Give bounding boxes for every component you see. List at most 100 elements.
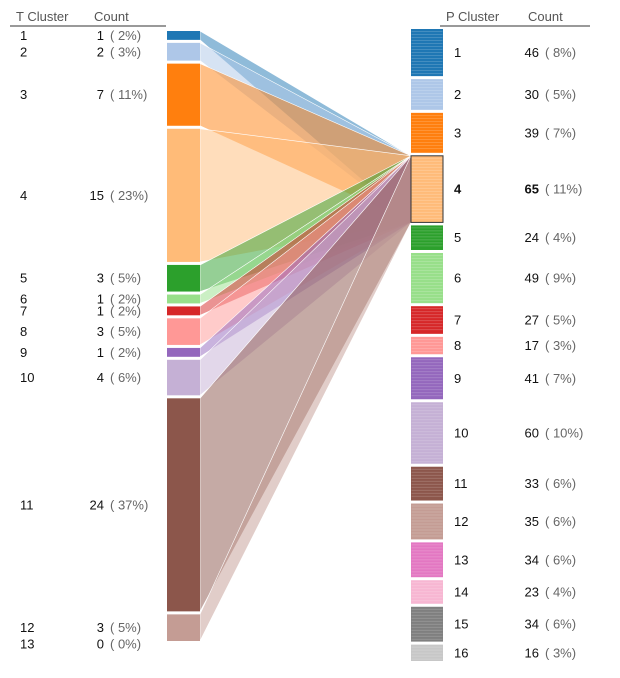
left-pct-12: ( 5%)	[110, 620, 141, 635]
left-count-7: 1	[97, 303, 104, 318]
left-label-13: 13	[20, 637, 34, 652]
left-count-10: 4	[97, 370, 104, 385]
right-count-15: 34	[525, 617, 539, 632]
right-bar-11[interactable]	[411, 466, 443, 501]
right-count-12: 35	[525, 514, 539, 529]
left-label-4: 4	[20, 188, 27, 203]
right-label-14: 14	[454, 584, 468, 599]
left-count-12: 3	[97, 620, 104, 635]
right-bar-7[interactable]	[411, 306, 443, 334]
left-pct-6: ( 2%)	[110, 291, 141, 306]
right-pct-12: ( 6%)	[545, 514, 576, 529]
left-bar-4[interactable]	[167, 128, 200, 262]
right-bar-5[interactable]	[411, 225, 443, 250]
left-count-6: 1	[97, 291, 104, 306]
right-label-10: 10	[454, 425, 468, 440]
p-count-header: Count	[528, 9, 563, 24]
left-bar-9[interactable]	[167, 347, 200, 357]
left-count-1: 1	[97, 28, 104, 43]
right-label-8: 8	[454, 338, 461, 353]
right-bar-highlight-outline	[410, 155, 444, 223]
right-label-16: 16	[454, 645, 468, 660]
right-pct-6: ( 9%)	[545, 271, 576, 286]
left-pct-7: ( 2%)	[110, 303, 141, 318]
left-pct-5: ( 5%)	[110, 271, 141, 286]
left-count-4: 15	[90, 188, 104, 203]
right-bar-3[interactable]	[411, 112, 443, 153]
left-pct-10: ( 6%)	[110, 370, 141, 385]
right-pct-1: ( 8%)	[545, 45, 576, 60]
right-count-8: 17	[525, 338, 539, 353]
left-bar-3[interactable]	[167, 63, 200, 126]
left-label-9: 9	[20, 345, 27, 360]
right-count-16: 16	[525, 645, 539, 660]
left-bar-2[interactable]	[167, 42, 200, 61]
right-bar-12[interactable]	[411, 503, 443, 540]
right-pct-13: ( 6%)	[545, 552, 576, 567]
right-count-1: 46	[525, 45, 539, 60]
right-label-11: 11	[454, 476, 468, 491]
right-pct-5: ( 4%)	[545, 230, 576, 245]
right-bar-13[interactable]	[411, 542, 443, 578]
left-label-3: 3	[20, 87, 27, 102]
right-count-2: 30	[525, 87, 539, 102]
left-bar-1[interactable]	[167, 31, 200, 40]
right-pct-2: ( 5%)	[545, 87, 576, 102]
left-label-11: 11	[20, 497, 34, 512]
right-bar-16[interactable]	[411, 644, 443, 661]
left-bar-6[interactable]	[167, 294, 200, 304]
left-pct-3: ( 11%)	[110, 87, 147, 102]
right-axis: 1 46( 8%)2 30( 5%)3 39( 7%)4 65( 11%)5 24( 4%…	[410, 29, 583, 661]
left-pct-9: ( 2%)	[110, 345, 141, 360]
right-bar-2[interactable]	[411, 79, 443, 110]
right-label-4: 4	[454, 182, 462, 197]
right-pct-10: ( 10%)	[545, 425, 583, 440]
right-count-9: 41	[525, 371, 539, 386]
right-label-13: 13	[454, 552, 468, 567]
left-bar-5[interactable]	[167, 264, 200, 292]
left-label-1: 1	[20, 28, 27, 43]
left-count-2: 2	[97, 44, 104, 59]
left-bar-8[interactable]	[167, 318, 200, 345]
left-count-9: 1	[97, 345, 104, 360]
right-bar-8[interactable]	[411, 336, 443, 355]
right-pct-7: ( 5%)	[545, 313, 576, 328]
right-pct-8: ( 3%)	[545, 338, 576, 353]
right-pct-16: ( 3%)	[545, 645, 576, 660]
right-label-12: 12	[454, 514, 468, 529]
right-label-1: 1	[454, 45, 461, 60]
right-bar-1[interactable]	[411, 29, 443, 77]
left-label-5: 5	[20, 271, 27, 286]
left-label-12: 12	[20, 620, 34, 635]
left-label-10: 10	[20, 370, 34, 385]
t-cluster-header: T Cluster	[16, 9, 69, 24]
left-pct-11: ( 37%)	[110, 497, 148, 512]
right-label-2: 2	[454, 87, 461, 102]
right-bar-6[interactable]	[411, 252, 443, 304]
left-count-13: 0	[97, 637, 104, 652]
p-cluster-header: P Cluster	[446, 9, 500, 24]
left-pct-13: ( 0%)	[110, 637, 141, 652]
right-label-9: 9	[454, 371, 461, 386]
left-bar-7[interactable]	[167, 306, 200, 316]
left-pct-1: ( 2%)	[110, 28, 141, 43]
right-label-7: 7	[454, 313, 461, 328]
left-bar-12[interactable]	[167, 614, 200, 641]
right-count-13: 34	[525, 552, 539, 567]
left-count-11: 24	[90, 497, 104, 512]
right-count-6: 49	[525, 271, 539, 286]
right-count-7: 27	[525, 313, 539, 328]
right-bar-9[interactable]	[411, 357, 443, 400]
right-bar-15[interactable]	[411, 606, 443, 642]
right-count-5: 24	[525, 230, 539, 245]
right-pct-4: ( 11%)	[545, 182, 582, 197]
right-label-3: 3	[454, 125, 461, 140]
right-bar-4[interactable]	[411, 155, 443, 223]
right-bar-14[interactable]	[411, 580, 443, 604]
right-label-5: 5	[454, 230, 461, 245]
left-bar-10[interactable]	[167, 359, 200, 396]
right-count-3: 39	[525, 125, 539, 140]
right-bar-10[interactable]	[411, 402, 443, 464]
left-bar-11[interactable]	[167, 398, 200, 612]
